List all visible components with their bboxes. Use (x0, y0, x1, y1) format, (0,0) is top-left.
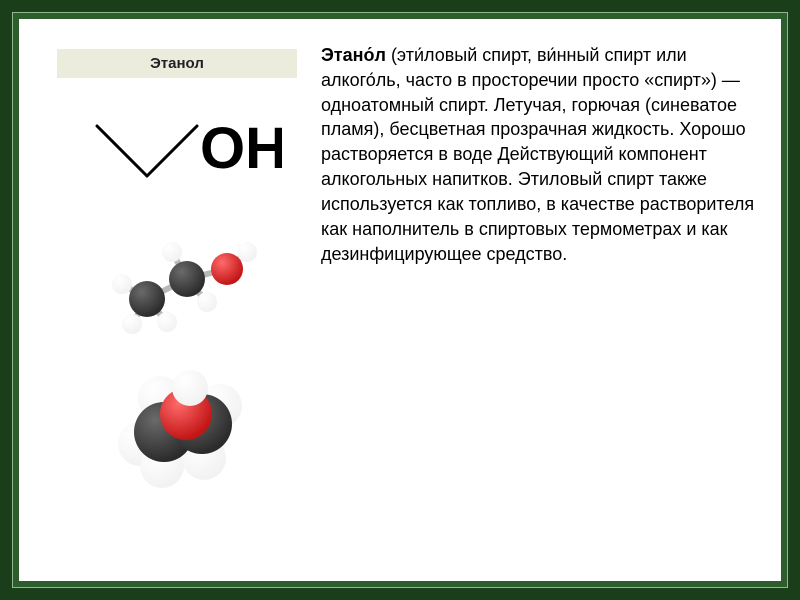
ethanol-skeletal-formula: OH (72, 96, 282, 206)
oh-label: OH (200, 116, 282, 181)
outer-frame: Этанол OH (0, 0, 800, 600)
mid-frame: Этанол OH (12, 12, 788, 588)
ethanol-label-band: Этанол (57, 49, 297, 78)
right-column: Этано́л (эти́ловый спирт, ви́нный спирт … (317, 39, 763, 561)
ethanol-space-filling (102, 358, 252, 488)
description-text: Этано́л (эти́ловый спирт, ви́нный спирт … (321, 43, 755, 266)
slide-page: Этанол OH (19, 19, 781, 581)
description-lead: Этано́л (321, 45, 386, 65)
description-body: (эти́ловый спирт, ви́нный спирт или алко… (321, 45, 754, 264)
left-column: Этанол OH (37, 39, 317, 561)
ethanol-ball-and-stick (92, 224, 262, 344)
